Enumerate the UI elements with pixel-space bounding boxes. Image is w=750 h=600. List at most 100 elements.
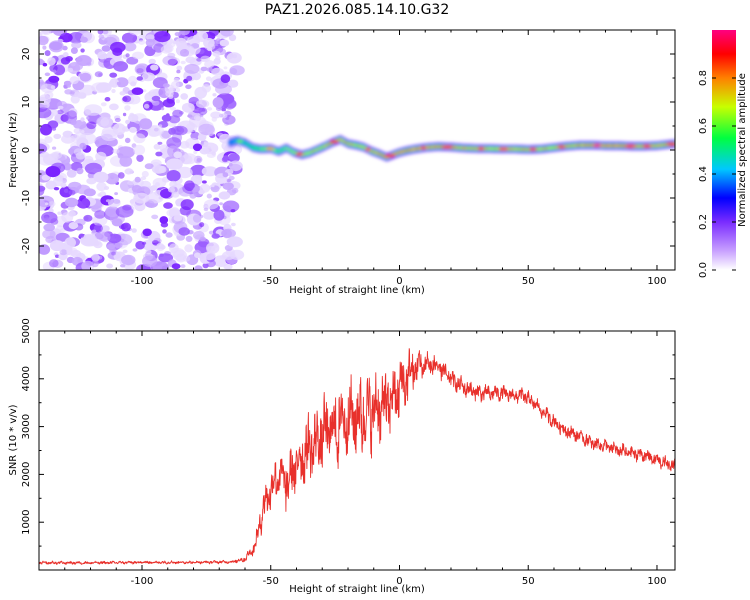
ridge-hotspot: [295, 152, 304, 156]
noise-blob: [202, 251, 216, 261]
noise-blob: [80, 117, 85, 122]
noise-blob: [219, 202, 224, 206]
snr-y-tick-label: 5000: [21, 318, 32, 343]
noise-blob: [41, 211, 58, 224]
ridge-hotspot: [329, 140, 339, 144]
ridge-cell: [245, 142, 248, 145]
noise-blob: [138, 39, 146, 45]
noise-blob: [114, 192, 118, 196]
ridge-cell: [310, 151, 312, 154]
ridge-cell: [228, 141, 231, 144]
noise-blob: [97, 193, 102, 197]
ridge-cell: [352, 143, 355, 146]
ridge-cell: [328, 143, 330, 146]
noise-blob: [42, 62, 48, 67]
ridge-cell: [342, 140, 344, 142]
noise-blob: [189, 164, 207, 177]
ridge-cell: [522, 148, 525, 151]
ridge-cell: [402, 150, 405, 153]
snr-y-ticks: 1000 2000 3000 4000 5000: [21, 318, 675, 571]
ridge-cell: [279, 150, 281, 152]
ridge-cell: [256, 147, 258, 150]
noise-blob: [80, 36, 88, 43]
noise-blob: [186, 75, 193, 82]
noise-blob: [122, 95, 132, 103]
ridge-cell: [512, 148, 514, 150]
ridge-hotspot: [420, 146, 427, 150]
noise-blob: [51, 127, 57, 131]
noise-blob: [84, 162, 103, 175]
ridge-cell: [566, 145, 569, 148]
noise-blob: [166, 158, 183, 170]
ridge-cell: [554, 146, 557, 149]
noise-blob: [101, 45, 111, 52]
noise-blob: [119, 91, 126, 96]
ridge-cell: [429, 146, 432, 149]
noise-blob: [128, 114, 139, 122]
noise-blob: [105, 199, 111, 203]
noise-blob: [169, 106, 176, 111]
ridge-cell: [404, 150, 406, 152]
noise-blob: [91, 260, 99, 268]
noise-blob: [176, 69, 181, 74]
colorbar-tick-label: 0.8: [698, 70, 709, 86]
ridge-cell: [383, 155, 386, 157]
ridge-cell: [459, 146, 462, 149]
ridge-cell: [311, 150, 314, 153]
noise-blob: [113, 61, 129, 72]
noise-blob: [179, 154, 193, 165]
ridge-cell: [580, 144, 583, 147]
noise-blob: [159, 253, 164, 257]
ridge-cell: [280, 149, 283, 152]
ridge-cell: [261, 148, 263, 150]
noise-blob: [48, 201, 56, 207]
noise-blob: [145, 200, 155, 207]
ridge-cell: [232, 140, 235, 143]
ridge-cell: [465, 147, 468, 150]
ridge-cell: [586, 144, 589, 147]
ridge-cell: [472, 147, 475, 150]
ridge-cell: [621, 144, 624, 147]
noise-blob: [67, 67, 74, 73]
noise-blob: [73, 127, 82, 134]
ridge-cell: [585, 144, 588, 147]
noise-blob: [124, 42, 137, 52]
noise-blob: [219, 39, 230, 47]
ridge-cell: [518, 148, 521, 151]
noise-blob: [56, 109, 64, 115]
ridge-cell: [274, 149, 276, 151]
ridge-cell: [249, 145, 252, 147]
ridge-cell: [284, 147, 287, 150]
noise-blob: [86, 177, 97, 185]
noise-blob: [203, 207, 209, 212]
spectrogram-y-ticks: -20 -10 0 10 20: [21, 29, 675, 271]
snr-x-tick-label: 0: [396, 576, 402, 587]
noise-blob: [144, 163, 154, 170]
ridge-cell: [303, 153, 306, 156]
noise-blob: [78, 233, 85, 238]
ridge-cell: [317, 148, 320, 150]
ridge-cell: [379, 153, 382, 156]
ridge-cell: [610, 144, 612, 147]
ridge-cell: [463, 147, 466, 149]
noise-blob: [174, 87, 181, 93]
ridge-cell: [474, 147, 477, 150]
ridge-cell: [431, 146, 433, 148]
noise-blob: [122, 249, 128, 254]
ridge-cell: [664, 143, 666, 146]
ridge-cell: [428, 146, 431, 149]
ridge-cell: [416, 147, 419, 150]
noise-blob: [201, 108, 206, 112]
noise-blob: [56, 225, 64, 232]
chart-title: PAZ1.2026.085.14.10.G32: [265, 2, 450, 18]
noise-blob: [169, 180, 178, 188]
noise-blob: [184, 180, 195, 191]
noise-blob: [66, 247, 78, 256]
noise-blob: [194, 252, 201, 259]
noise-blob: [96, 116, 110, 127]
ridge-cell: [540, 148, 543, 150]
noise-blob: [204, 60, 215, 69]
noise-blob: [44, 91, 54, 99]
noise-blob: [133, 192, 150, 204]
snr-y-label: SNR (10 * v/v): [8, 404, 19, 475]
